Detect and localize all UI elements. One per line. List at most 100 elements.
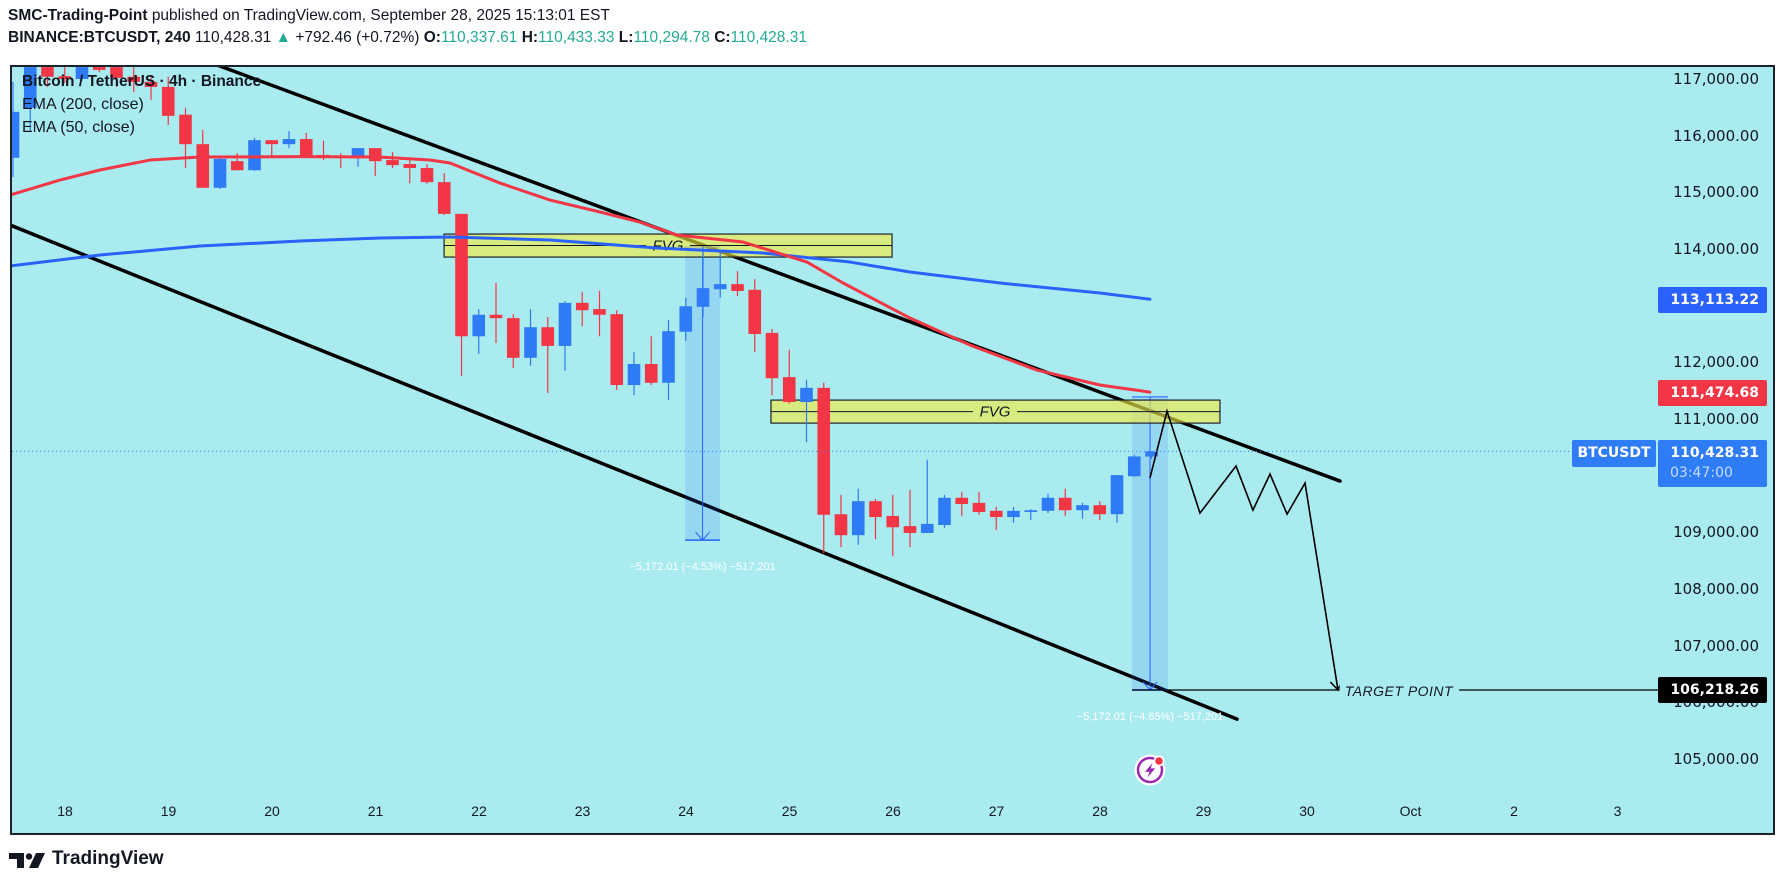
candle: [92, 67, 106, 73]
symbol-interval: BINANCE:BTCUSDT, 240: [8, 29, 191, 46]
candle-body: [1058, 497, 1072, 511]
legend-ema-50[interactable]: EMA (50, close): [22, 119, 135, 136]
candle-body: [782, 377, 796, 403]
time-tick-label: 28: [1092, 803, 1108, 819]
candle: [627, 352, 641, 396]
candle-body: [972, 502, 986, 512]
last-price: 110,428.31: [194, 29, 272, 46]
time-tick-label: 27: [988, 803, 1005, 819]
candle: [800, 379, 813, 443]
candle-body: [230, 161, 244, 171]
candle: [12, 81, 20, 178]
last-price-badge-value: 110,428.31: [1670, 445, 1759, 461]
candle: [1007, 506, 1020, 523]
candle-body: [420, 167, 434, 183]
legend-symbol-title[interactable]: Bitcoin / TetherUS · 4h · Binance: [22, 73, 262, 90]
candle-body: [1145, 451, 1158, 457]
time-tick-label: 3: [1613, 803, 1622, 819]
legend-ema-200[interactable]: EMA (200, close): [22, 96, 144, 113]
candle-body: [282, 139, 296, 145]
published-text: published on TradingView.com, September …: [151, 7, 610, 24]
candle: [506, 314, 520, 369]
candle-body: [851, 501, 865, 536]
candle-body: [679, 306, 693, 332]
measure-label: −5,172.01 (−4.53%) −517,201: [629, 561, 775, 573]
candle: [58, 67, 72, 83]
channel-lower-line[interactable]: [12, 223, 1239, 721]
candle: [472, 309, 486, 354]
candle-body: [472, 314, 486, 337]
price-tick-label: 107,000.00: [1673, 636, 1759, 655]
lightning-icon[interactable]: [1134, 754, 1166, 786]
price-tick-label: 111,000.00: [1673, 410, 1759, 429]
projection-path[interactable]: [1149, 408, 1339, 691]
candle-body: [1076, 505, 1089, 511]
close-value: 110,428.31: [730, 29, 807, 46]
candle-body: [403, 164, 417, 168]
candle-body: [265, 140, 279, 145]
candle-body: [938, 497, 951, 525]
price-tick-label: 117,000.00: [1673, 70, 1759, 88]
candle: [782, 349, 796, 404]
time-tick-label: 18: [57, 803, 73, 819]
candle: [1041, 493, 1055, 514]
candle-body: [955, 497, 969, 505]
ema-indicators: [12, 155, 1152, 394]
price-tick-label: 112,000.00: [1673, 353, 1759, 372]
candle-body: [903, 526, 917, 533]
time-tick-label: 24: [678, 803, 694, 819]
time-tick-label: Oct: [1399, 803, 1422, 819]
ema-200-line[interactable]: [12, 235, 1152, 301]
candle: [110, 67, 123, 87]
high-label: H:: [521, 29, 539, 46]
arrow-down-icon: [695, 531, 710, 541]
candle-body: [58, 76, 72, 79]
candle-body: [765, 332, 779, 379]
candle-body: [541, 327, 555, 346]
symbol-badge: BTCUSDT: [1572, 440, 1656, 467]
time-tick-label: 21: [367, 803, 384, 819]
candle-body: [351, 148, 365, 158]
price-tick-label: 114,000.00: [1673, 240, 1759, 258]
candle-body: [817, 387, 831, 515]
low-label: L:: [618, 29, 634, 46]
last-price-badge: 110,428.31 03:47:00: [1658, 440, 1767, 487]
candle-body: [489, 314, 503, 319]
fvg-label: FVG: [980, 404, 1011, 421]
candle-body: [386, 160, 399, 166]
candle: [903, 489, 917, 548]
ema-50-line[interactable]: [12, 155, 1152, 394]
candle-body: [1093, 505, 1107, 515]
candle: [558, 301, 572, 371]
candle: [282, 131, 296, 149]
time-tick-label: 19: [160, 803, 177, 819]
candle: [1024, 509, 1038, 520]
candle: [593, 290, 606, 337]
price-range-measure[interactable]: −5,172.01 (−4.65%) −517,201: [1077, 396, 1223, 723]
candle-body: [368, 148, 382, 162]
time-tick-label: 23: [574, 803, 591, 819]
candle: [575, 292, 589, 327]
candle-body: [558, 302, 572, 346]
candle: [955, 492, 969, 516]
time-tick-label: 29: [1195, 803, 1212, 819]
candle: [265, 140, 279, 158]
candle: [455, 213, 468, 376]
candle: [972, 492, 986, 515]
candle: [1110, 475, 1124, 523]
author-name[interactable]: SMC-Trading-Point: [8, 7, 148, 24]
candle-body: [834, 514, 848, 536]
target-price-badge: 106,218.26: [1658, 677, 1767, 703]
fvg-zone[interactable]: FVG: [770, 399, 1221, 424]
candle-body: [748, 289, 762, 335]
time-tick-label: 30: [1299, 803, 1315, 819]
candle-body: [696, 288, 710, 307]
chart-canvas[interactable]: −5,172.01 (−4.53%) −517,201 −5,172.01 (−4…: [12, 67, 1773, 833]
bar-countdown: 03:47:00: [1670, 465, 1733, 481]
candle-body: [731, 284, 744, 291]
time-tick-label: 25: [781, 803, 798, 819]
candle: [161, 76, 175, 125]
chart-pane[interactable]: −5,172.01 (−4.53%) −517,201 −5,172.01 (−4…: [10, 65, 1775, 835]
candle: [403, 158, 417, 184]
time-tick-label: 2: [1510, 803, 1518, 819]
